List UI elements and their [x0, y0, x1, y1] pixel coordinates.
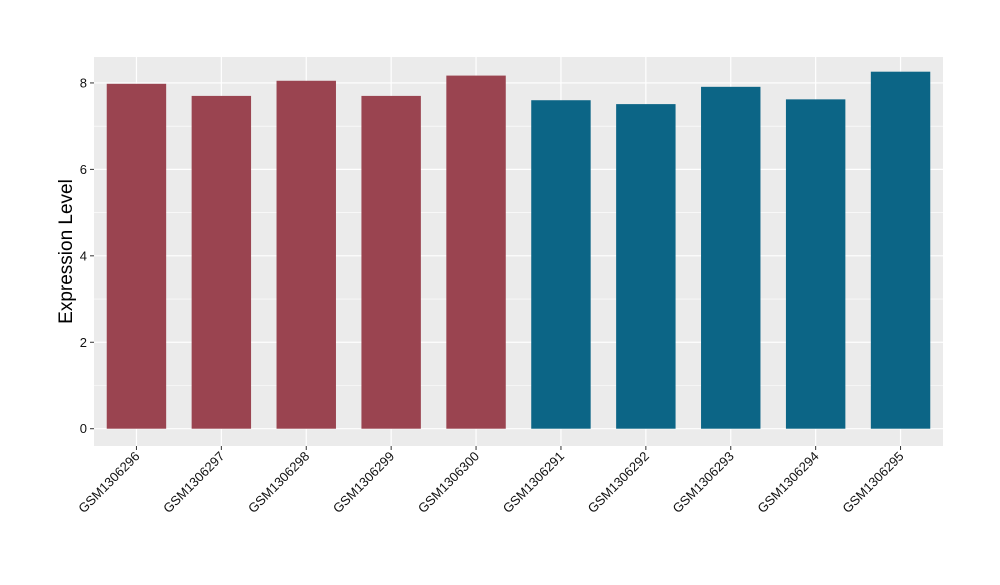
x-tick-label: GSM1306299 — [330, 449, 397, 516]
bar-GSM1306297 — [191, 95, 252, 429]
bar-GSM1306300 — [446, 75, 506, 429]
bar-GSM1306299 — [361, 95, 421, 429]
y-axis-title: Expression Level — [56, 179, 77, 324]
bar-GSM1306294 — [785, 99, 846, 429]
x-tick-label: GSM1306291 — [500, 449, 567, 516]
bar-GSM1306296 — [106, 83, 167, 429]
x-tick-label: GSM1306294 — [754, 449, 821, 516]
x-axis: GSM1306296 GSM1306297 GSM1306298 GSM1306299… — [75, 446, 907, 516]
y-tick-label: 6 — [80, 162, 87, 177]
bars-group — [106, 71, 931, 429]
y-tick-label: 2 — [80, 335, 87, 350]
bar-GSM1306291 — [531, 100, 591, 429]
x-tick-label: GSM1306300 — [415, 449, 482, 516]
y-tick-label: 4 — [80, 248, 87, 263]
y-axis: 0 2 4 6 8 — [80, 75, 94, 436]
x-tick-label: GSM1306298 — [245, 449, 312, 516]
x-tick-label: GSM1306295 — [839, 449, 906, 516]
bar-GSM1306293 — [701, 86, 761, 429]
y-tick-label: 8 — [80, 75, 87, 90]
x-tick-label: GSM1306297 — [160, 449, 227, 516]
bar-GSM1306295 — [870, 71, 931, 429]
bar-GSM1306292 — [616, 104, 676, 429]
bar-GSM1306298 — [276, 80, 336, 429]
x-tick-label: GSM1306296 — [75, 449, 142, 516]
x-tick-label: GSM1306292 — [585, 449, 652, 516]
x-tick-label: GSM1306293 — [670, 449, 737, 516]
y-tick-label: 0 — [80, 421, 87, 436]
